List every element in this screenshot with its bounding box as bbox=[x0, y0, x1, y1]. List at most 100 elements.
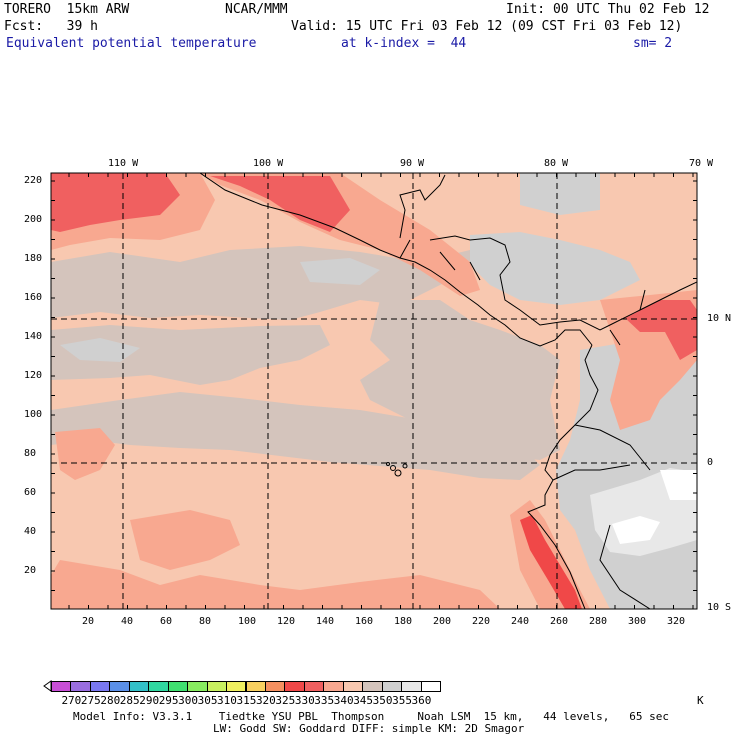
graticule bbox=[51, 173, 697, 609]
colorbar-unit: K bbox=[697, 694, 704, 707]
colorbar-swatch bbox=[206, 681, 228, 692]
white-patch-ne bbox=[660, 470, 697, 500]
grey-band-south bbox=[51, 392, 540, 480]
y-tick-label: 160 bbox=[24, 292, 43, 303]
y-tick-label: 40 bbox=[24, 526, 37, 537]
y-tick-label: 140 bbox=[24, 331, 43, 342]
colorbar-swatch bbox=[89, 681, 111, 692]
colorbar-swatch bbox=[401, 681, 422, 692]
colorbar-swatch bbox=[187, 681, 208, 692]
high-peru-core bbox=[520, 515, 582, 609]
colorbar-swatch bbox=[226, 681, 247, 692]
smoothing-info: sm= 2 bbox=[633, 36, 673, 51]
colorbar-label: 305 bbox=[197, 694, 218, 707]
x-tick-label: 140 bbox=[316, 616, 335, 627]
model-info-line-2: LW: Godd SW: Goddard DIFF: simple KM: 2D… bbox=[213, 722, 525, 735]
galapagos-island-3 bbox=[402, 463, 408, 469]
colorbar-swatch bbox=[128, 681, 150, 692]
coastline-south-america bbox=[527, 344, 599, 609]
high-mexico-coast bbox=[200, 173, 480, 296]
colorbar-label: 280 bbox=[100, 694, 121, 707]
colorbar-swatch bbox=[362, 681, 383, 692]
colorbar-swatch bbox=[264, 681, 286, 692]
colorbar-label: 325 bbox=[275, 694, 296, 707]
colorbar-low-end bbox=[43, 680, 52, 692]
colorbar-swatch bbox=[342, 681, 364, 692]
y-tick-label: 180 bbox=[24, 253, 43, 264]
y-tick-label: 20 bbox=[24, 565, 37, 576]
colorbar-swatch bbox=[381, 681, 403, 692]
colorbar-label: 290 bbox=[139, 694, 160, 707]
lon-label-110w: 110 W bbox=[108, 158, 139, 169]
y-tick-label: 60 bbox=[24, 487, 37, 498]
x-tick-label: 260 bbox=[550, 616, 569, 627]
colorbar-swatch bbox=[420, 681, 441, 692]
y-tick-label: 100 bbox=[24, 409, 43, 420]
grey-lake-1 bbox=[60, 338, 140, 362]
colorbar-label: 300 bbox=[178, 694, 199, 707]
colorbar-swatch bbox=[245, 681, 266, 692]
lon-label-80w: 80 W bbox=[544, 158, 569, 169]
colorbar-label: 320 bbox=[255, 694, 276, 707]
x-tick-label: 300 bbox=[628, 616, 647, 627]
colorbar-label: 295 bbox=[158, 694, 179, 707]
field-name: Equivalent potential temperature bbox=[6, 36, 257, 51]
high-colombia-core bbox=[625, 300, 697, 360]
x-tick-label: 180 bbox=[394, 616, 413, 627]
colorbar-label: 350 bbox=[372, 694, 393, 707]
tick-marks bbox=[51, 173, 697, 609]
colorbar-label: 270 bbox=[61, 694, 82, 707]
colorbar-label: 275 bbox=[80, 694, 101, 707]
colorbar-swatch bbox=[148, 681, 169, 692]
border-central-america bbox=[399, 239, 646, 346]
colorbar-swatch bbox=[70, 681, 91, 692]
colorbar-swatch bbox=[109, 681, 130, 692]
colorbar-label: 360 bbox=[411, 694, 432, 707]
grey-band-central bbox=[51, 325, 330, 385]
model-name: TORERO 15km ARW bbox=[4, 2, 130, 17]
forecast-hour: Fcst: 39 h bbox=[4, 19, 98, 34]
y-tick-label: 200 bbox=[24, 214, 43, 225]
x-tick-label: 240 bbox=[511, 616, 530, 627]
colorbar-label: 330 bbox=[294, 694, 315, 707]
lat-label-10n: 10 N bbox=[707, 313, 732, 324]
colorbar-label: 315 bbox=[236, 694, 257, 707]
lon-label-100w: 100 W bbox=[253, 158, 284, 169]
grey-land-north bbox=[520, 173, 600, 215]
x-tick-label: 220 bbox=[472, 616, 491, 627]
high-southwest-2 bbox=[130, 510, 240, 570]
lat-label-0: 0 bbox=[707, 457, 714, 468]
galapagos-island-2 bbox=[394, 469, 402, 477]
colorbar-label: 335 bbox=[314, 694, 335, 707]
colorbar-swatch bbox=[303, 681, 325, 692]
colorbar-label: 340 bbox=[333, 694, 354, 707]
x-tick-label: 320 bbox=[667, 616, 686, 627]
grey-lake-2 bbox=[300, 258, 380, 285]
init-time: Init: 00 UTC Thu 02 Feb 12 bbox=[506, 2, 710, 17]
x-tick-label: 80 bbox=[199, 616, 212, 627]
center-name: NCAR/MMM bbox=[225, 2, 288, 17]
x-tick-label: 200 bbox=[433, 616, 452, 627]
colorbar-swatch bbox=[323, 681, 344, 692]
level-info: at k-index = 44 bbox=[341, 36, 467, 51]
x-tick-label: 100 bbox=[238, 616, 257, 627]
y-tick-label: 80 bbox=[24, 448, 37, 459]
model-info-line-1: Model Info: V3.3.1 Tiedtke YSU PBL Thomp… bbox=[73, 710, 670, 723]
white-patch bbox=[612, 516, 660, 544]
y-tick-label: 120 bbox=[24, 370, 43, 381]
x-tick-label: 280 bbox=[589, 616, 608, 627]
y-tick-label: 220 bbox=[24, 175, 43, 186]
lat-label-10s: 10 S bbox=[707, 602, 732, 613]
valid-time: Valid: 15 UTC Fri 03 Feb 12 (09 CST Fri … bbox=[291, 19, 683, 34]
galapagos-island-4 bbox=[386, 462, 390, 466]
x-tick-label: 120 bbox=[277, 616, 296, 627]
x-tick-label: 160 bbox=[355, 616, 374, 627]
grey-land-central-america bbox=[470, 232, 640, 305]
colorbar-swatch bbox=[51, 681, 72, 692]
x-tick-label: 60 bbox=[160, 616, 173, 627]
galapagos-island-1 bbox=[390, 465, 396, 471]
high-south-strip bbox=[51, 560, 500, 609]
colorbar-swatch bbox=[284, 681, 305, 692]
colorbar-swatch bbox=[167, 681, 189, 692]
colorbar-label: 310 bbox=[217, 694, 237, 707]
